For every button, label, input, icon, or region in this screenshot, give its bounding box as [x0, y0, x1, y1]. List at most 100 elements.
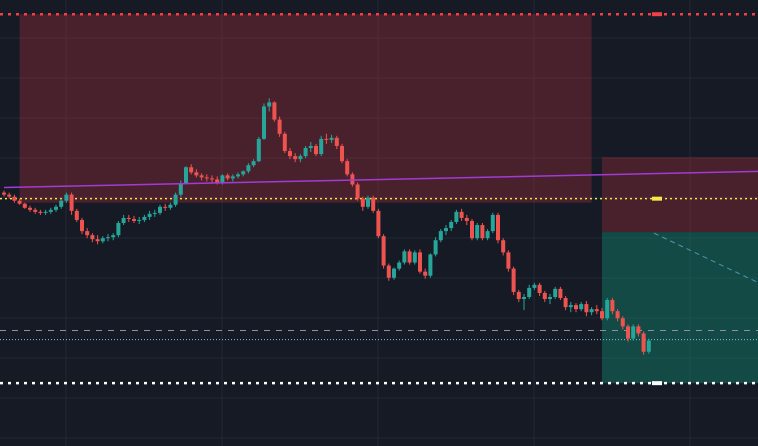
candle-body [418, 252, 422, 272]
candle-body [428, 254, 433, 276]
candle-body [620, 318, 625, 327]
candle-body [132, 218, 136, 221]
candle-body [69, 194, 74, 211]
target-zone [602, 232, 758, 384]
candle-body [126, 217, 131, 219]
candle-body [12, 196, 17, 201]
candle-body [163, 206, 168, 208]
candle-body [54, 206, 58, 210]
candle-body [615, 311, 620, 319]
candle-body [490, 214, 495, 232]
candle-body [516, 291, 521, 300]
candle-body [168, 204, 173, 208]
candle-body [308, 145, 313, 148]
candle-body [376, 210, 381, 237]
candle-body [600, 311, 604, 319]
candle-body [329, 137, 334, 140]
candle-body [272, 102, 277, 120]
candle-body [288, 151, 292, 157]
candle-body [589, 309, 594, 313]
candle-body [340, 145, 344, 162]
candle-body [496, 214, 500, 241]
candle-body [178, 183, 183, 195]
candle-body [204, 177, 209, 179]
candle-body [558, 288, 563, 299]
candle-body [506, 252, 511, 269]
candle-body [137, 219, 142, 221]
candle-body [80, 219, 84, 232]
candle-body [584, 304, 589, 313]
candle-body [215, 179, 220, 183]
candle-body [282, 133, 287, 152]
candle-body [470, 220, 474, 239]
candle-body [527, 287, 532, 297]
candle-body [324, 138, 329, 140]
trend-line [3, 170, 758, 189]
candle-body [106, 237, 110, 239]
candle-body [95, 239, 100, 242]
candle-body [392, 268, 396, 278]
candle-body [277, 119, 282, 134]
candle-body [397, 262, 402, 269]
candle-body [2, 192, 6, 195]
candle-body [220, 175, 225, 183]
candle-body [386, 265, 391, 278]
candle-body [111, 235, 116, 238]
candle-body [412, 252, 417, 263]
line-marker [652, 381, 662, 386]
candle-body [626, 326, 630, 339]
candle-body [568, 305, 573, 308]
candle-body [501, 240, 506, 253]
candle-body [438, 231, 443, 241]
candle-body [236, 174, 240, 177]
candle-body [454, 211, 459, 222]
candle-body [210, 178, 214, 180]
candle-body [407, 251, 412, 263]
candle-body [184, 167, 188, 184]
candle-body [189, 167, 194, 173]
candle-series [2, 98, 651, 355]
risk-zone [602, 157, 758, 233]
candle-body [532, 284, 537, 288]
candle-body [64, 194, 69, 201]
candle-body [319, 138, 324, 155]
line-marker [652, 196, 662, 201]
candle-body [22, 203, 27, 208]
candle-body [433, 240, 438, 255]
candle-body [59, 200, 64, 207]
candle-body [636, 326, 641, 334]
candle-body [475, 225, 480, 239]
candle-body [267, 102, 272, 107]
candle-body [121, 217, 126, 223]
candle-body [256, 138, 261, 162]
candle-body [574, 305, 578, 310]
candle-body [48, 209, 53, 212]
candle-body [158, 206, 162, 213]
candle-body [38, 211, 43, 213]
candle-body [116, 223, 121, 236]
candle-body [511, 268, 516, 292]
candle-body [542, 292, 547, 300]
candle-body [449, 221, 454, 229]
candle-body [7, 194, 12, 197]
candle-body [194, 172, 199, 176]
drawing-tools [3, 170, 758, 284]
candle-body [464, 217, 469, 221]
candle-body [173, 194, 178, 205]
candle-body [579, 304, 584, 310]
candle-body [293, 156, 298, 160]
stop-loss-zone [19, 14, 592, 203]
candle-body [100, 238, 105, 242]
candle-body [199, 175, 204, 178]
candle-body [90, 235, 95, 240]
candle-body [641, 333, 646, 352]
candle-body [537, 284, 542, 293]
candle-body [402, 251, 407, 263]
candle-body [225, 175, 230, 179]
position-zones [19, 14, 758, 384]
candle-body [303, 147, 308, 157]
candle-body [334, 137, 339, 146]
candle-body [33, 209, 38, 212]
candle-body [241, 171, 246, 175]
